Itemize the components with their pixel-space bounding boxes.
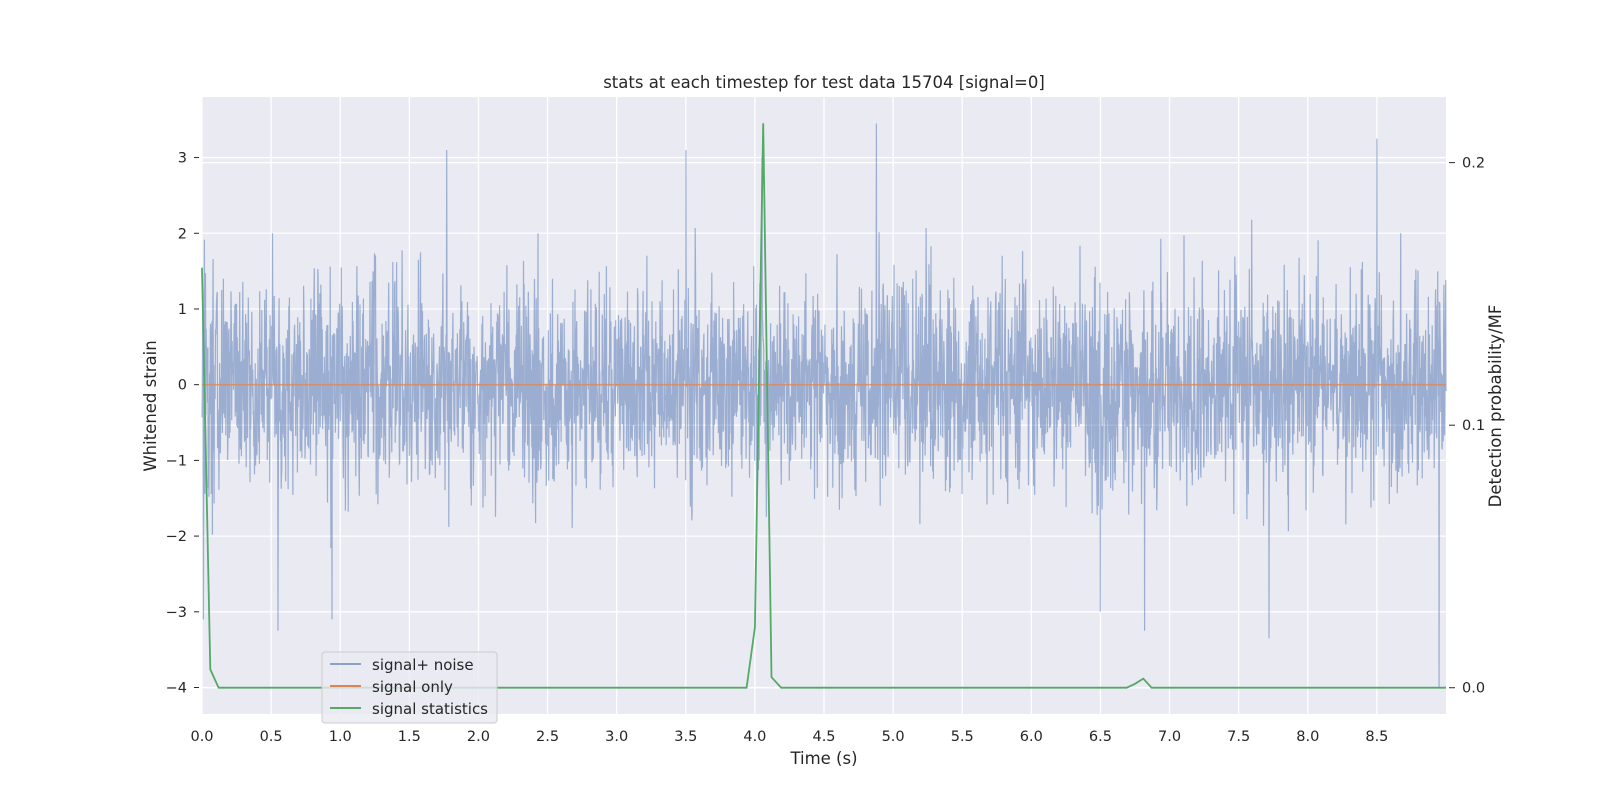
legend-label-signal-noise: signal+ noise (372, 656, 474, 674)
x-tick-label: 5.5 (951, 729, 974, 745)
x-tick-label: 4.5 (812, 729, 835, 745)
y-right-tick-label: 0.2 (1462, 156, 1485, 172)
x-tick-label: 7.5 (1227, 729, 1250, 745)
x-tick-label: 8.5 (1365, 729, 1388, 745)
y-tick-label: −4 (166, 681, 187, 697)
x-tick-label: 1.5 (398, 729, 421, 745)
plot-area (201, 123, 1447, 689)
x-tick-label: 0.0 (190, 729, 213, 745)
y-tick-label: 2 (178, 226, 187, 242)
legend-label-signal-only: signal only (372, 678, 453, 696)
y-axis-right-label: Detection probability/MF (1486, 305, 1505, 508)
x-tick-label: 6.0 (1020, 729, 1043, 745)
x-tick-label: 2.5 (536, 729, 559, 745)
legend-label-signal-statistics: signal statistics (372, 700, 488, 718)
x-tick-label: 3.5 (674, 729, 697, 745)
chart-title: stats at each timestep for test data 157… (603, 73, 1045, 92)
y-tick-label: 3 (178, 151, 187, 167)
y-tick-label: −1 (166, 453, 187, 469)
x-tick-label: 4.0 (743, 729, 766, 745)
axes: 0.0 0.5 1.0 1.5 2.0 2.5 3.0 3.5 4.0 4.5 5.0 5.5 6.0 6… (166, 151, 1485, 745)
x-axis-label: Time (s) (789, 749, 857, 768)
x-tick-label: 3.0 (605, 729, 628, 745)
y-tick-label: −3 (166, 605, 187, 621)
y-axis-label: Whitened strain (141, 340, 160, 471)
x-tick-label: 2.0 (467, 729, 490, 745)
legend-box (321, 651, 498, 724)
series-line-signal-noise (201, 123, 1447, 688)
x-tick-label: 6.5 (1089, 729, 1112, 745)
y-tick-label: 0 (178, 378, 187, 394)
x-tick-label: 8.0 (1296, 729, 1319, 745)
legend: signal+ noise signal only signal statist… (321, 651, 498, 724)
series-line-signal-statistics (201, 123, 1446, 689)
y-right-tick-label: 0.0 (1462, 681, 1485, 697)
y-right-tick-label: 0.1 (1462, 418, 1485, 434)
y-tick-label: −2 (166, 529, 187, 545)
x-tick-label: 1.0 (329, 729, 352, 745)
y-tick-label: 1 (178, 302, 187, 318)
x-tick-label: 5.0 (882, 729, 905, 745)
x-tick-label: 0.5 (260, 729, 283, 745)
x-tick-label: 7.0 (1158, 729, 1181, 745)
